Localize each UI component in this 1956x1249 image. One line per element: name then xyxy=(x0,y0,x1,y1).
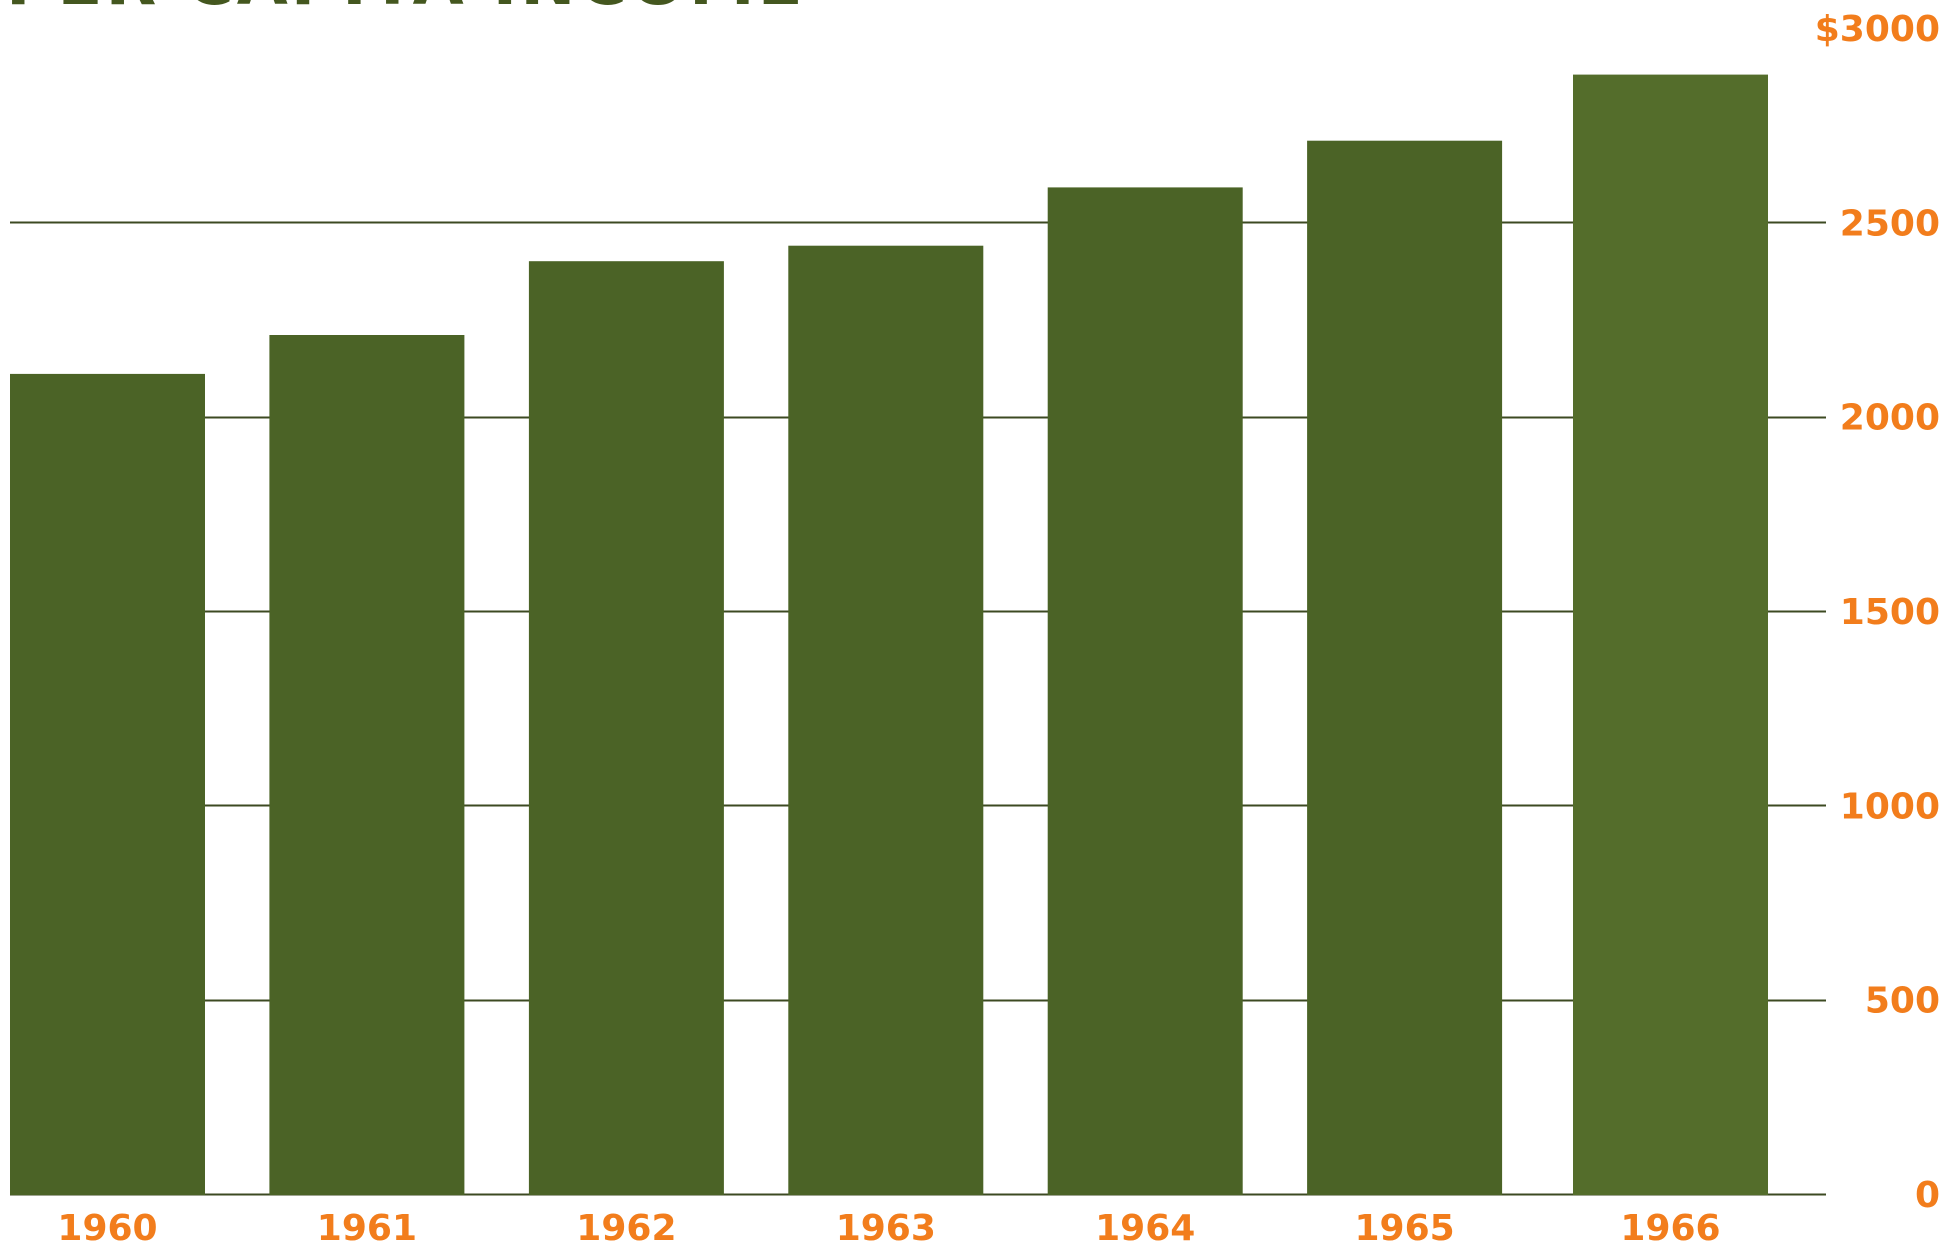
x-tick-label: 1961 xyxy=(317,1208,417,1249)
bar-1961 xyxy=(269,335,464,1195)
y-tick-label: $3000 xyxy=(1815,9,1940,50)
x-tick-label: 1964 xyxy=(1095,1208,1195,1249)
bar-1960 xyxy=(10,374,205,1195)
bar-1965 xyxy=(1307,141,1502,1195)
bar-1962 xyxy=(529,261,724,1195)
y-tick-label: 1000 xyxy=(1840,786,1940,827)
bars xyxy=(10,75,1768,1195)
y-tick-label: 0 xyxy=(1915,1175,1940,1216)
y-tick-label: 1500 xyxy=(1840,592,1940,633)
y-tick-label: 2500 xyxy=(1840,203,1940,244)
x-axis-labels: 1960 1961 1962 1963 1964 1965 1966 xyxy=(57,1208,1720,1249)
chart-title: PER CAPITA INCOME xyxy=(6,0,806,20)
bar-1966 xyxy=(1573,75,1768,1195)
x-tick-label: 1962 xyxy=(576,1208,676,1249)
y-axis-labels: 0 500 1000 1500 2000 2500 $3000 xyxy=(1815,9,1940,1216)
bar-1963 xyxy=(788,246,983,1195)
y-tick-label: 500 xyxy=(1865,981,1940,1022)
x-tick-label: 1965 xyxy=(1354,1208,1454,1249)
x-tick-label: 1963 xyxy=(836,1208,936,1249)
x-tick-label: 1966 xyxy=(1620,1208,1720,1249)
x-tick-label: 1960 xyxy=(57,1208,157,1249)
bar-1964 xyxy=(1048,187,1243,1195)
y-tick-label: 2000 xyxy=(1840,398,1940,439)
